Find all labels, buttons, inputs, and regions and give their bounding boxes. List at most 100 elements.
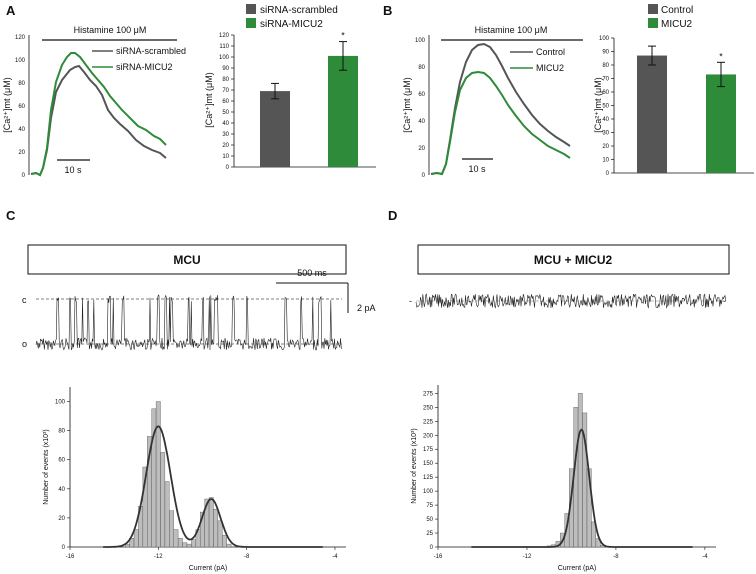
histogram-bar <box>164 481 170 548</box>
panel-label-a: A <box>6 3 16 18</box>
legend-label-scrambled: siRNA-scrambled <box>116 46 186 56</box>
y-tick-label: 100 <box>55 400 66 406</box>
legend-label-micu2: siRNA-MICU2 <box>116 62 173 72</box>
y-tick: 100 <box>415 38 426 44</box>
bar-1 <box>328 55 358 167</box>
y-tick: 120 <box>15 35 26 41</box>
condition-label-c: MCU <box>173 253 200 267</box>
y-tick-label: 50 <box>426 517 433 523</box>
legend-label-control: Control <box>536 47 565 57</box>
panel-label-b: B <box>383 3 392 18</box>
x-tick-label: -4 <box>702 554 708 560</box>
histogram-bar <box>133 529 139 548</box>
histogram-bar <box>177 538 183 548</box>
y-tick-label: 10 <box>602 158 609 164</box>
y-tick: 0 <box>422 173 426 179</box>
histogram-bar <box>155 401 161 548</box>
histogram-bar <box>208 497 214 548</box>
x-tick-label: -16 <box>434 554 443 560</box>
histogram-bar <box>213 508 219 548</box>
histogram-bar <box>591 521 597 548</box>
panel-label-c: C <box>6 208 16 223</box>
legend-bar-control: Control <box>661 5 693 16</box>
significance-marker: * <box>341 31 345 41</box>
y-tick-label: 80 <box>602 63 609 69</box>
x-tick-label: -8 <box>244 554 250 560</box>
x-axis-label: Current (pA) <box>189 565 228 572</box>
trace-chart-b: Histamine 100 μM 0 20 40 60 80 100 [Ca²⁺… <box>402 25 583 179</box>
x-tick-label: -4 <box>332 554 338 560</box>
y-tick-label: 100 <box>219 55 230 61</box>
y-tick-label: 50 <box>222 110 229 116</box>
y-tick-label: 80 <box>58 429 65 435</box>
legend-swatch-scrambled <box>246 4 256 14</box>
condition-label-d: MCU + MICU2 <box>534 253 613 267</box>
y-tick-label: 0 <box>226 165 230 171</box>
y-tick-label: 225 <box>423 419 434 425</box>
y-axis-label-b: [Ca²⁺]mt (μM) <box>402 77 412 132</box>
condition-box-c <box>27 244 347 275</box>
y-tick-label: 175 <box>423 447 434 453</box>
histogram-bar <box>217 520 223 548</box>
gaussian-fit <box>103 425 323 548</box>
histogram-c: 0 20 40 60 80 100 -16 -12 -8 -4 Current (pA) Number… <box>43 387 346 572</box>
y-tick: 80 <box>418 65 425 71</box>
y-tick-label: 25 <box>426 531 433 537</box>
y-axis-label: Number of events (x10³) <box>43 429 50 504</box>
y-tick: 40 <box>418 119 425 125</box>
panel-d: MCU + MICU2 - - <box>409 244 730 309</box>
legend-label-micu2-b: MICU2 <box>536 63 564 73</box>
legend-swatch-control <box>648 4 658 14</box>
legend-bar-scrambled: siRNA-scrambled <box>260 5 338 16</box>
y-axis-label-a: [Ca²⁺]mt (μM) <box>2 77 12 132</box>
y-tick-label: 30 <box>222 132 229 138</box>
level-marker-right-d: - <box>723 296 726 306</box>
legend-bar-micu2: siRNA-MICU2 <box>260 19 323 30</box>
legend-swatch-micu2 <box>246 18 256 28</box>
histogram-bar <box>191 539 196 548</box>
legend-bar-micu2-b: MICU2 <box>661 19 693 30</box>
y-tick-label: 10 <box>222 154 229 160</box>
y-tick-label: 70 <box>222 88 229 94</box>
y-axis-label-bar-a: [Ca²⁺]mt (μM) <box>204 72 214 127</box>
y-tick-label: 275 <box>423 391 434 397</box>
histogram-bar <box>160 452 166 548</box>
y-tick-label: 30 <box>602 131 609 137</box>
single-channel-trace-mcu-micu2 <box>415 293 727 309</box>
x-tick-label: -8 <box>613 554 619 560</box>
y-tick-label: 250 <box>423 405 434 411</box>
y-tick-label: 125 <box>423 475 434 481</box>
closed-level-label: c <box>22 295 27 305</box>
y-tick-label: 200 <box>423 433 434 439</box>
histogram-bar <box>169 510 174 548</box>
y-tick-label: 20 <box>602 144 609 150</box>
y-tick-label: 40 <box>58 487 65 493</box>
bar-0 <box>637 55 667 173</box>
histogram-bar <box>182 542 188 548</box>
time-scalebar-label-b: 10 s <box>468 164 486 174</box>
gaussian-fit <box>471 428 693 548</box>
histogram-bar <box>226 543 232 548</box>
y-tick-label: 0 <box>62 545 66 551</box>
y-tick-label: 90 <box>222 66 229 72</box>
bar-chart-b: [Ca²⁺]mt (μM) Control MICU2 0 10 20 30 40 50 6… <box>593 4 754 177</box>
y-tick-label: 120 <box>219 33 230 39</box>
x-axis-label: Current (pA) <box>558 565 597 572</box>
histogram-bar <box>186 543 192 548</box>
histogram-bar <box>222 535 227 548</box>
condition-box-d <box>417 244 730 275</box>
y-tick-label: 80 <box>222 77 229 83</box>
x-tick-label: -16 <box>66 554 75 560</box>
y-tick-label: 60 <box>222 99 229 105</box>
y-tick-label: 50 <box>602 104 609 110</box>
y-tick-label: 0 <box>430 545 434 551</box>
stimulus-label-b: Histamine 100 μM <box>475 25 548 35</box>
level-marker-left-d: - <box>409 296 412 306</box>
y-tick-label: 20 <box>58 516 65 522</box>
y-tick-label: 40 <box>602 117 609 123</box>
significance-marker: * <box>719 51 723 61</box>
histogram-d: 0 25 50 75 100 125 150 175 200 225 250 275 -16 -12 -8 -… <box>411 385 716 572</box>
bar-1 <box>706 74 736 173</box>
time-scalebar-label-a: 10 s <box>64 165 82 175</box>
